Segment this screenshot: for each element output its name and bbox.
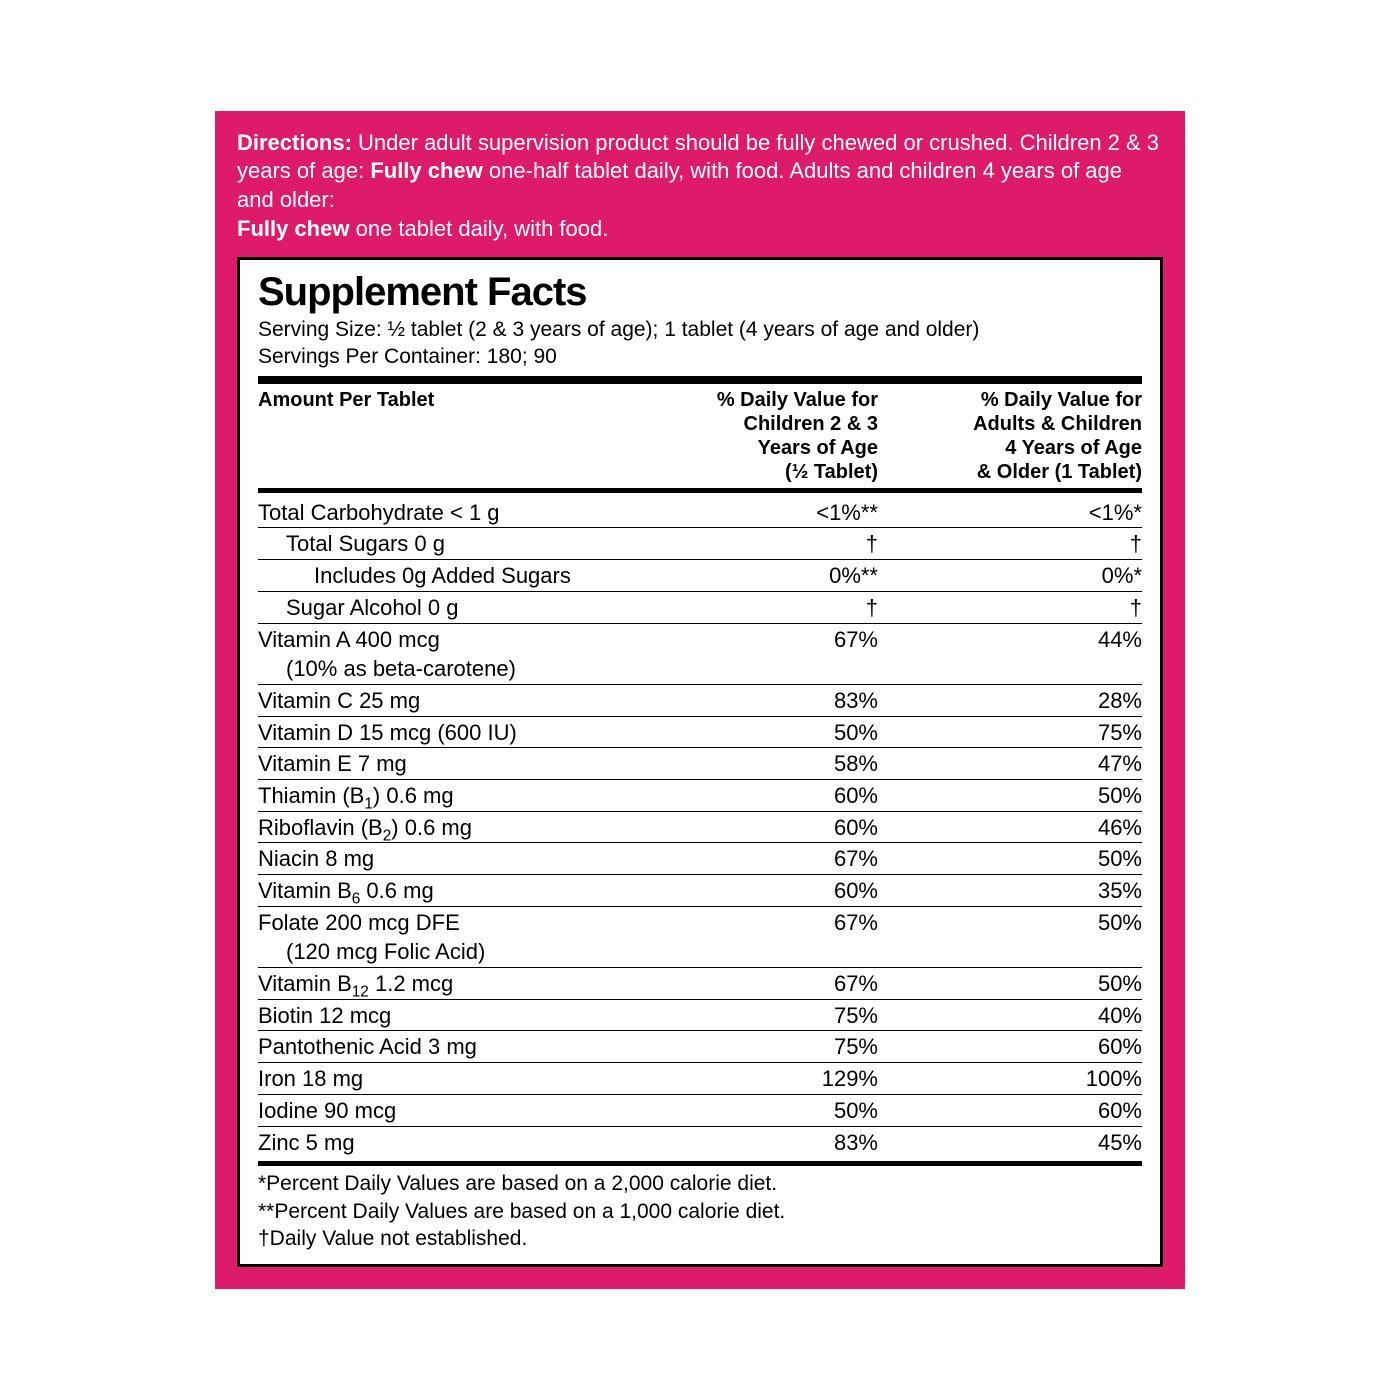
dv-adults: 50% (888, 969, 1142, 999)
dv-adults: 50% (888, 908, 1142, 938)
dv-adults: 35% (888, 876, 1142, 906)
table-row: Vitamin E 7 mg58%47% (258, 747, 1142, 779)
dv-children: 60% (628, 876, 888, 906)
header-col2: % Daily Value for Children 2 & 3 Years o… (628, 388, 888, 484)
serving-size: Serving Size: ½ tablet (2 & 3 years of a… (258, 317, 1142, 343)
dv-adults: 47% (888, 749, 1142, 779)
dv-children: 67% (628, 908, 888, 938)
dv-children: † (628, 593, 888, 623)
dv-children: 83% (628, 1128, 888, 1158)
dv-children: 83% (628, 686, 888, 716)
nutrient-name: Total Carbohydrate < 1 g (258, 498, 628, 528)
dv-adults: 100% (888, 1064, 1142, 1094)
nutrient-rows: Total Carbohydrate < 1 g<1%**<1%*Total S… (258, 497, 1142, 1157)
dv-children: <1%** (628, 498, 888, 528)
dv-children: 67% (628, 969, 888, 999)
dv-adults: 60% (888, 1096, 1142, 1126)
dv-children: † (628, 529, 888, 559)
footnote-2: **Percent Daily Values are based on a 1,… (258, 1198, 1142, 1225)
header-col1: Amount Per Tablet (258, 388, 628, 412)
nutrient-name: Thiamin (B1) 0.6 mg (258, 781, 628, 811)
panel-title: Supplement Facts (258, 270, 1142, 315)
column-headers: Amount Per Tablet % Daily Value for Chil… (258, 388, 1142, 484)
dv-adults: 40% (888, 1001, 1142, 1031)
table-row: Total Sugars 0 g†† (258, 527, 1142, 559)
dv-children: 75% (628, 1032, 888, 1062)
nutrient-name: Vitamin A 400 mcg(10% as beta-carotene) (258, 625, 628, 684)
dv-adults: <1%* (888, 498, 1142, 528)
table-row: Vitamin C 25 mg83%28% (258, 684, 1142, 716)
table-row: Folate 200 mcg DFE(120 mcg Folic Acid)67… (258, 906, 1142, 967)
supplement-facts-panel: Supplement Facts Serving Size: ½ tablet … (237, 257, 1163, 1267)
table-row: Iodine 90 mcg50%60% (258, 1094, 1142, 1126)
table-row: Niacin 8 mg67%50% (258, 842, 1142, 874)
rule-med-footer (258, 1161, 1142, 1166)
servings-per-container: Servings Per Container: 180; 90 (258, 344, 1142, 370)
dv-children: 67% (628, 625, 888, 655)
nutrient-name: Biotin 12 mcg (258, 1001, 628, 1031)
dv-adults: 75% (888, 718, 1142, 748)
nutrient-name: Iron 18 mg (258, 1064, 628, 1094)
nutrient-name: Iodine 90 mcg (258, 1096, 628, 1126)
label-outer: Directions: Under adult supervision prod… (215, 111, 1185, 1289)
dv-adults: 50% (888, 781, 1142, 811)
dv-children: 50% (628, 1096, 888, 1126)
dv-children: 129% (628, 1064, 888, 1094)
dv-adults: 0%* (888, 561, 1142, 591)
nutrient-name: Niacin 8 mg (258, 844, 628, 874)
table-row: Vitamin B12 1.2 mcg67%50% (258, 967, 1142, 999)
rule-thick-top (258, 376, 1142, 384)
directions-block: Directions: Under adult supervision prod… (237, 129, 1163, 243)
nutrient-name: Vitamin D 15 mcg (600 IU) (258, 718, 628, 748)
table-row: Riboflavin (B2) 0.6 mg60%46% (258, 811, 1142, 843)
footnote-1: *Percent Daily Values are based on a 2,0… (258, 1170, 1142, 1197)
dv-adults: 60% (888, 1032, 1142, 1062)
dv-children: 67% (628, 844, 888, 874)
table-row: Biotin 12 mcg75%40% (258, 999, 1142, 1031)
directions-bold1: Fully chew (370, 158, 482, 183)
dv-adults: 46% (888, 813, 1142, 843)
table-row: Sugar Alcohol 0 g†† (258, 591, 1142, 623)
nutrient-name: Vitamin B12 1.2 mcg (258, 969, 628, 999)
directions-label: Directions: (237, 130, 352, 155)
table-row: Pantothenic Acid 3 mg75%60% (258, 1030, 1142, 1062)
dv-children: 58% (628, 749, 888, 779)
footnote-3: †Daily Value not established. (258, 1225, 1142, 1252)
nutrient-name: Total Sugars 0 g (258, 529, 628, 559)
nutrient-name: Includes 0g Added Sugars (258, 561, 628, 591)
dv-adults: 28% (888, 686, 1142, 716)
table-row: Thiamin (B1) 0.6 mg60%50% (258, 779, 1142, 811)
dv-adults: 44% (888, 625, 1142, 655)
table-row: Total Carbohydrate < 1 g<1%**<1%* (258, 497, 1142, 528)
dv-children: 50% (628, 718, 888, 748)
table-row: Iron 18 mg129%100% (258, 1062, 1142, 1094)
dv-adults: † (888, 529, 1142, 559)
header-col3: % Daily Value for Adults & Children 4 Ye… (888, 388, 1142, 484)
dv-children: 75% (628, 1001, 888, 1031)
directions-part3: one tablet daily, with food. (349, 216, 608, 241)
nutrient-name: Folate 200 mcg DFE(120 mcg Folic Acid) (258, 908, 628, 967)
directions-bold2: Fully chew (237, 216, 349, 241)
dv-adults: † (888, 593, 1142, 623)
footnotes: *Percent Daily Values are based on a 2,0… (258, 1170, 1142, 1252)
rule-med-header (258, 488, 1142, 493)
dv-adults: 50% (888, 844, 1142, 874)
dv-children: 60% (628, 781, 888, 811)
table-row: Vitamin D 15 mcg (600 IU)50%75% (258, 716, 1142, 748)
nutrient-name: Vitamin E 7 mg (258, 749, 628, 779)
table-row: Includes 0g Added Sugars0%**0%* (258, 559, 1142, 591)
nutrient-name: Vitamin C 25 mg (258, 686, 628, 716)
table-row: Vitamin B6 0.6 mg60%35% (258, 874, 1142, 906)
table-row: Zinc 5 mg83%45% (258, 1126, 1142, 1158)
nutrient-name: Sugar Alcohol 0 g (258, 593, 628, 623)
table-row: Vitamin A 400 mcg(10% as beta-carotene)6… (258, 623, 1142, 684)
dv-children: 60% (628, 813, 888, 843)
dv-adults: 45% (888, 1128, 1142, 1158)
nutrient-name: Pantothenic Acid 3 mg (258, 1032, 628, 1062)
nutrient-name: Zinc 5 mg (258, 1128, 628, 1158)
nutrient-name: Riboflavin (B2) 0.6 mg (258, 813, 628, 843)
nutrient-name: Vitamin B6 0.6 mg (258, 876, 628, 906)
dv-children: 0%** (628, 561, 888, 591)
